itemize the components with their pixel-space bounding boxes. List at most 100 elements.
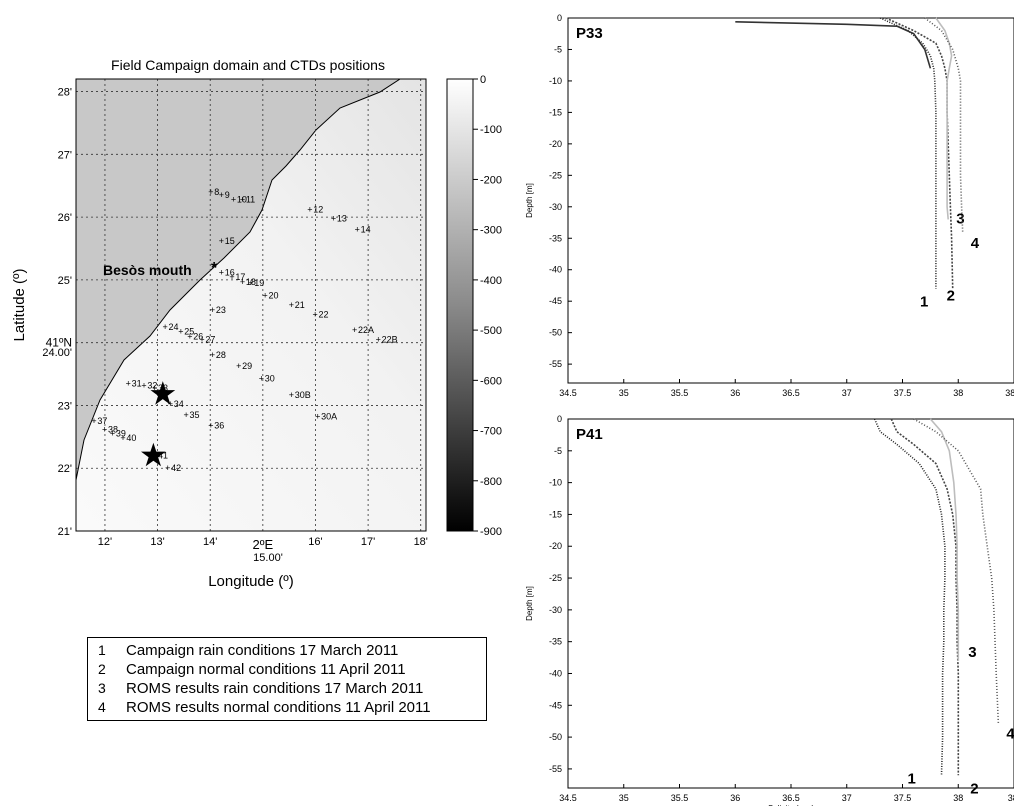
lon-tick-label: 14' <box>203 536 217 548</box>
station-marker: + <box>355 225 360 235</box>
x-tick-label: 37 <box>842 388 852 398</box>
lon-tick-label: 13' <box>150 536 164 548</box>
x-tick-label: 36 <box>730 388 740 398</box>
star-marker-p33 <box>150 381 176 405</box>
y-tick-label: -35 <box>549 637 562 647</box>
station-marker: + <box>184 410 189 420</box>
salinity-profile-p33: 0 -5 -10 -15 -20 -25 -30 -35 -40 -45 -50 -55 34.5 35 3… <box>525 13 1014 400</box>
colorbar-tick-label: 0 <box>480 74 486 86</box>
station-label: 36 <box>214 421 224 431</box>
lat-tick-label: 41ºN <box>46 336 72 350</box>
lat-tick-label: 25' <box>58 275 72 287</box>
series-label: 1 <box>908 770 916 787</box>
lon-tick-label: 18' <box>414 536 428 548</box>
station-label: 42 <box>171 463 181 473</box>
colorbar-tick-label: -100 <box>480 124 502 136</box>
station-label: 22 <box>318 309 328 319</box>
series-line <box>873 418 946 776</box>
station-marker: + <box>208 421 213 431</box>
x-tick-label: 35.5 <box>671 388 689 398</box>
station-label: 38 <box>108 424 118 434</box>
station-label: 39 <box>116 429 126 439</box>
station-label: 22B <box>382 335 398 345</box>
colorbar <box>446 78 474 532</box>
station-marker: + <box>307 205 312 215</box>
legend: 1 Campaign rain conditions 17 March 2011… <box>87 637 487 721</box>
series-line <box>935 17 953 220</box>
y-tick-label: -55 <box>549 764 562 774</box>
series-label: 4 <box>971 235 980 252</box>
y-tick-label: -20 <box>549 541 562 551</box>
legend-text: Campaign rain conditions 17 March 2011 <box>126 642 399 659</box>
y-tick-label: -10 <box>549 478 562 488</box>
station-marker: + <box>120 433 125 443</box>
station-marker: + <box>259 373 264 383</box>
map-frame <box>75 78 427 532</box>
series-line <box>890 418 960 776</box>
station-marker: + <box>219 190 224 200</box>
y-tick-label: -40 <box>549 265 562 275</box>
x-tick-label: 36.5 <box>782 388 800 398</box>
y-tick-label: -5 <box>554 44 562 54</box>
map-figure: Field Campaign domain and CTDs positions… <box>11 57 502 590</box>
station-marker: + <box>208 187 213 197</box>
legend-text: ROMS results rain conditions 17 March 20… <box>126 680 424 697</box>
map-lon-sub-label: 15.00' <box>253 552 283 564</box>
station-marker: + <box>248 278 253 288</box>
colorbar-tick-labels: 0 -100 -200 -300 -400 -500 -600 -700 -800 -900 <box>473 74 502 538</box>
y-tick-label: 0 <box>557 13 562 23</box>
station-label: 30A <box>321 412 337 422</box>
lat-tick-label: 21' <box>58 526 72 538</box>
station-label: 27 <box>205 335 215 345</box>
station-label: 16 <box>225 267 235 277</box>
y-axis-label: Depth [m] <box>525 586 534 621</box>
station-marker: + <box>312 309 317 319</box>
station-label: 23 <box>216 305 226 315</box>
legend-number: 2 <box>98 661 106 677</box>
y-tick-label: -50 <box>549 328 562 338</box>
station-marker: + <box>262 291 267 301</box>
map-title: Field Campaign domain and CTDs positions <box>111 57 385 73</box>
x-tick-label: 38 <box>953 388 963 398</box>
colorbar-tick-label: -200 <box>480 174 502 186</box>
station-label: 17 <box>235 272 245 282</box>
station-label: 29 <box>242 361 252 371</box>
station-label: 14 <box>361 225 371 235</box>
y-tick-label: -30 <box>549 605 562 615</box>
x-tick-label: 34.5 <box>559 388 577 398</box>
station-marker: + <box>210 305 215 315</box>
y-tick-label: -25 <box>549 170 562 180</box>
station-marker: + <box>141 380 146 390</box>
x-tick-label: 36 <box>730 793 740 803</box>
station-marker: + <box>187 331 192 341</box>
x-tick-label: 37 <box>842 793 852 803</box>
salinity-profile-p41: 0 -5 -10 -15 -20 -25 -30 -35 -40 -45 -50 -55 34.5 35 3… <box>525 414 1014 806</box>
map-lat-sub-label: 24.00' <box>42 347 72 359</box>
series-line <box>913 418 1000 725</box>
x-tick-label: 38. <box>1008 793 1014 803</box>
station-label: 32 <box>147 380 157 390</box>
y-axis-label: Depth [m] <box>525 183 534 218</box>
station-marker: + <box>231 195 236 205</box>
legend-item: 3 ROMS results rain conditions 17 March … <box>98 679 486 698</box>
series-line <box>879 17 937 289</box>
series-label: 3 <box>968 644 976 661</box>
lat-tick-label: 23' <box>58 400 72 412</box>
x-tick-label: 35 <box>619 793 629 803</box>
station-label: 20 <box>268 291 278 301</box>
plot-frame <box>567 418 1014 789</box>
x-tick-label: 38.5 <box>1005 388 1014 398</box>
station-label: 34 <box>174 399 184 409</box>
colorbar-tick-label: -300 <box>480 225 502 237</box>
station-marker: + <box>240 277 245 287</box>
station-marker: + <box>289 300 294 310</box>
station-marker: + <box>331 213 336 223</box>
station-marker: + <box>376 335 381 345</box>
legend-text: ROMS results normal conditions 11 April … <box>126 699 431 716</box>
y-tick-label: -10 <box>549 76 562 86</box>
y-tick-label: -35 <box>549 233 562 243</box>
y-tick-label: -45 <box>549 700 562 710</box>
colorbar-tick-label: -500 <box>480 325 502 337</box>
map-xlabel: Longitude (º) <box>208 573 294 590</box>
station-marker: + <box>289 390 294 400</box>
